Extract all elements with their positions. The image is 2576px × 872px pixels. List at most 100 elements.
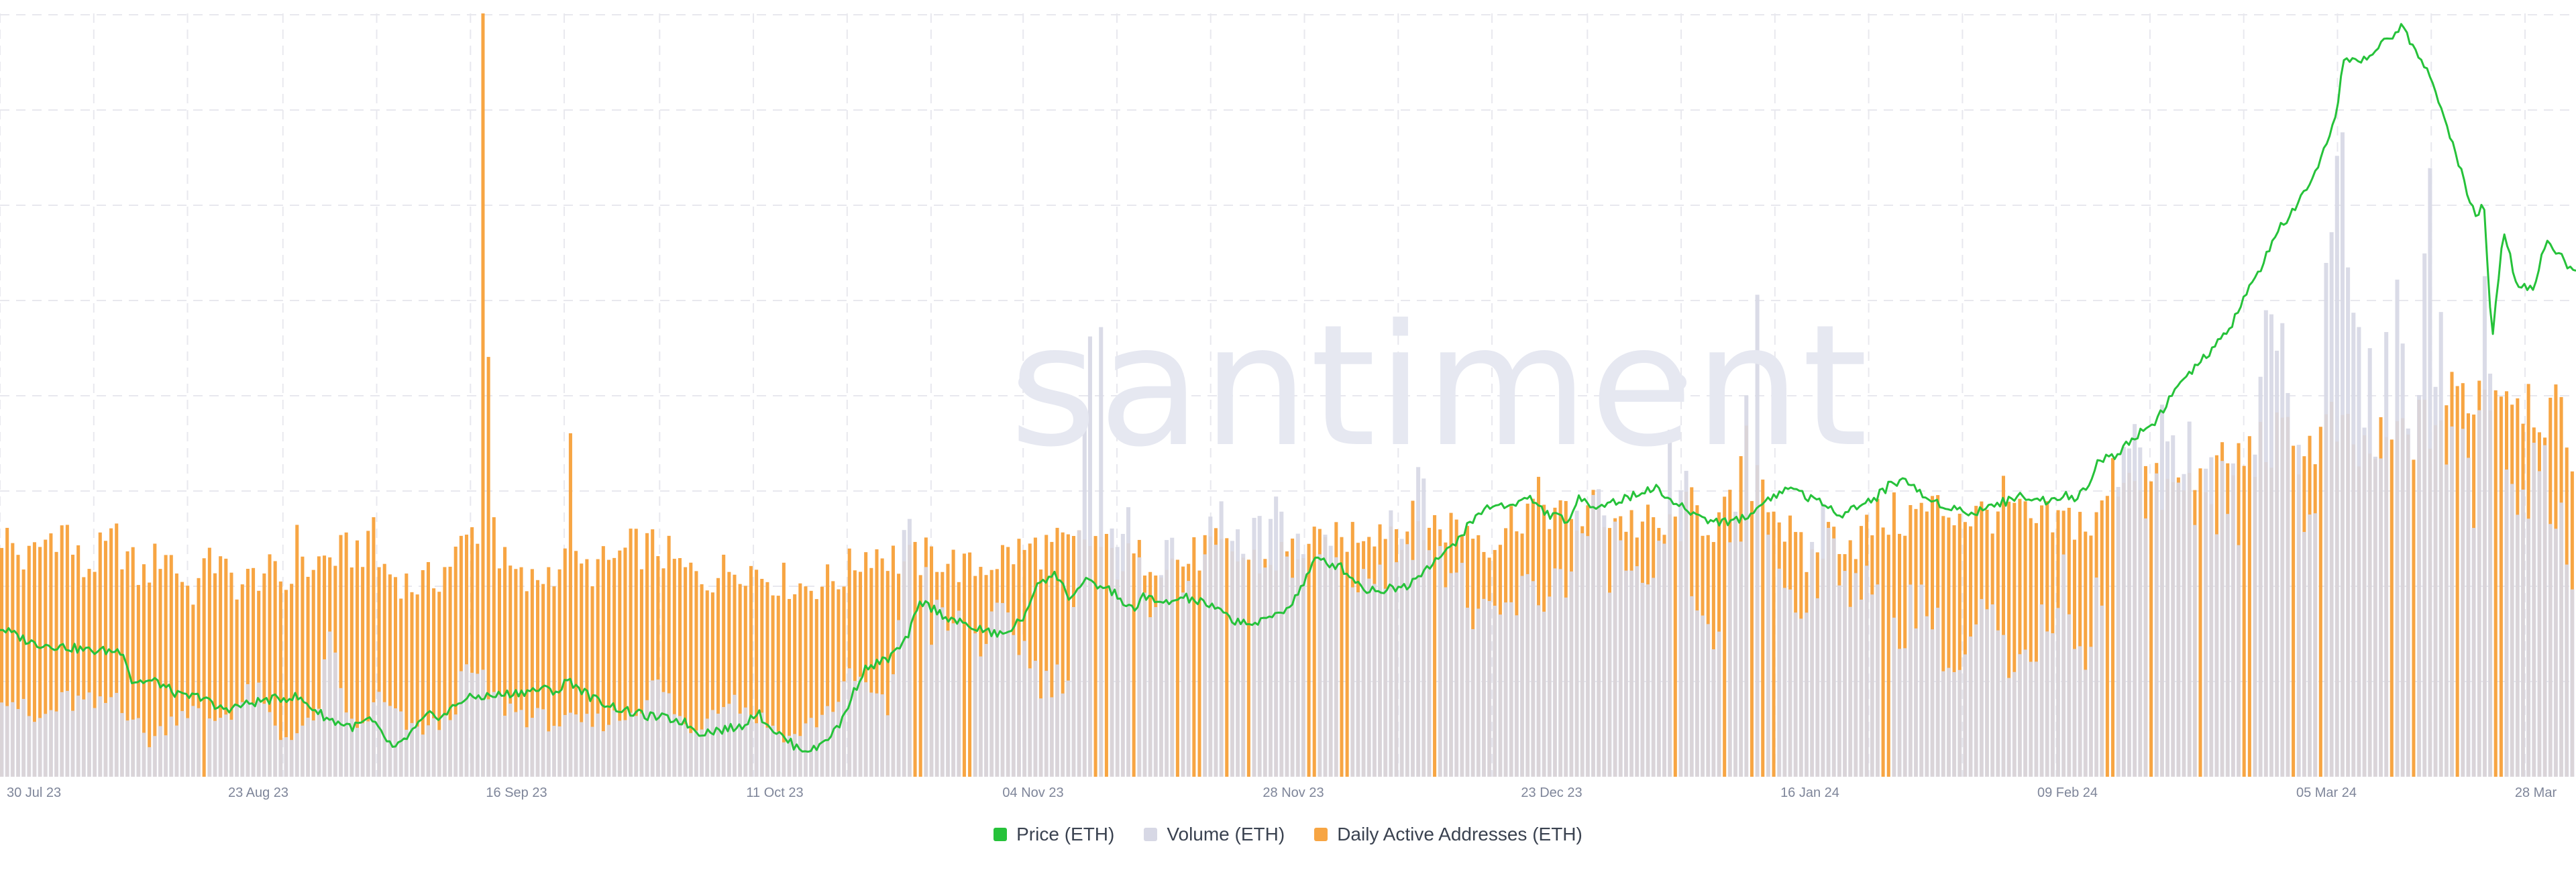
volume-bar [480,669,485,777]
volume-bar [1547,596,1552,777]
volume-bar [759,712,764,777]
volume-bar [1536,605,1541,777]
volume-bar [1635,566,1640,777]
x-axis-tick-label: 05 Mar 24 [2296,785,2357,800]
volume-bar [1777,568,1782,777]
volume-bar [98,696,103,777]
volume-bar [557,726,562,777]
volume-bar [1668,429,1672,777]
daa-bar [437,592,441,777]
volume-bar [546,731,551,777]
volume-bar [366,721,370,777]
daa-bar [541,584,545,777]
volume-bar [229,720,233,777]
volume-bar [103,703,108,777]
volume-bar [322,659,327,777]
volume-bar [1711,649,1716,777]
volume-bar [530,718,535,777]
volume-bar [2078,646,2082,777]
volume-bar [634,716,639,777]
daa-bar [443,567,447,777]
volume-bar [863,682,868,777]
daa-bar [1307,543,1311,777]
daa-bar [606,559,611,777]
volume-bar [278,740,283,777]
volume-bar [415,726,420,777]
legend-item-daa[interactable]: Daily Active Addresses (ETH) [1314,824,1582,845]
daa-bar [306,576,310,777]
daa-bar [2242,466,2246,777]
daa-bar [219,556,223,777]
daa-bar [344,532,348,777]
daa-bar [503,547,507,777]
legend-item-volume[interactable]: Volume (ETH) [1144,824,1285,845]
volume-bar [2461,429,2465,777]
volume-bar [1236,529,1240,777]
volume-bar [492,692,496,777]
volume-bar [426,725,431,777]
volume-bar [678,716,682,777]
price-line [0,23,2576,753]
volume-bar [2510,484,2514,777]
daa-bar [1772,511,1776,777]
daa-bar [590,586,594,777]
volume-bar [2340,132,2345,777]
daa-bar [710,592,714,777]
daa-bar [694,571,698,777]
daa-bar [771,595,775,777]
daa-bar [684,567,688,777]
volume-bar [700,729,704,777]
daa-bar [814,599,818,777]
volume-bar [525,727,529,777]
volume-bar [1356,592,1360,777]
daa-bar [2084,531,2088,777]
volume-bar [333,652,337,777]
daa-bar [629,529,633,777]
daa-bar [1061,532,1065,777]
volume-bar [1744,395,1749,777]
daa-bar [224,558,228,777]
daa-bar [1963,522,1967,777]
daa-bar [2078,512,2082,777]
volume-bar [1727,542,1732,777]
daa-bar [98,532,102,777]
volume-bar [568,712,573,777]
volume-bar [1038,698,1043,777]
volume-bar [1285,556,1289,777]
x-axis-tick-label: 16 Sep 23 [486,785,547,800]
volume-bar [27,716,32,777]
daa-bar [301,556,305,777]
volume-bar [2072,649,2077,777]
daa-bar [547,567,551,777]
daa-bar [639,569,643,777]
volume-bar [2482,276,2487,777]
volume-bar [1897,649,1902,777]
volume-bar [142,732,146,777]
volume-bar [1662,543,1667,777]
daa-bar [207,547,211,777]
daa-bar [174,573,178,777]
volume-bar [1110,528,1114,777]
legend-item-price[interactable]: Price (ETH) [994,824,1114,845]
volume-bar [2034,661,2039,777]
volume-bar [1421,478,1426,777]
daa-bar [131,547,135,777]
daa-bar [880,558,884,777]
volume-bar [1295,533,1300,777]
daa-bar [601,546,605,777]
daa-bar [1192,537,1196,777]
volume-bar [771,725,775,777]
volume-bar [2006,677,2011,777]
daa-bar [1055,527,1059,777]
volume-bar [853,681,857,777]
daa-bar [722,554,726,777]
volume-bar [180,711,184,777]
volume-bar [1274,496,1279,777]
volume-bar [623,720,627,777]
volume-bar [1016,655,1021,777]
daa-bar [1028,543,1032,777]
volume-bar [2116,486,2121,777]
volume-bar [1979,599,1984,777]
volume-bar [2209,457,2214,777]
volume-bar [2023,649,2028,777]
